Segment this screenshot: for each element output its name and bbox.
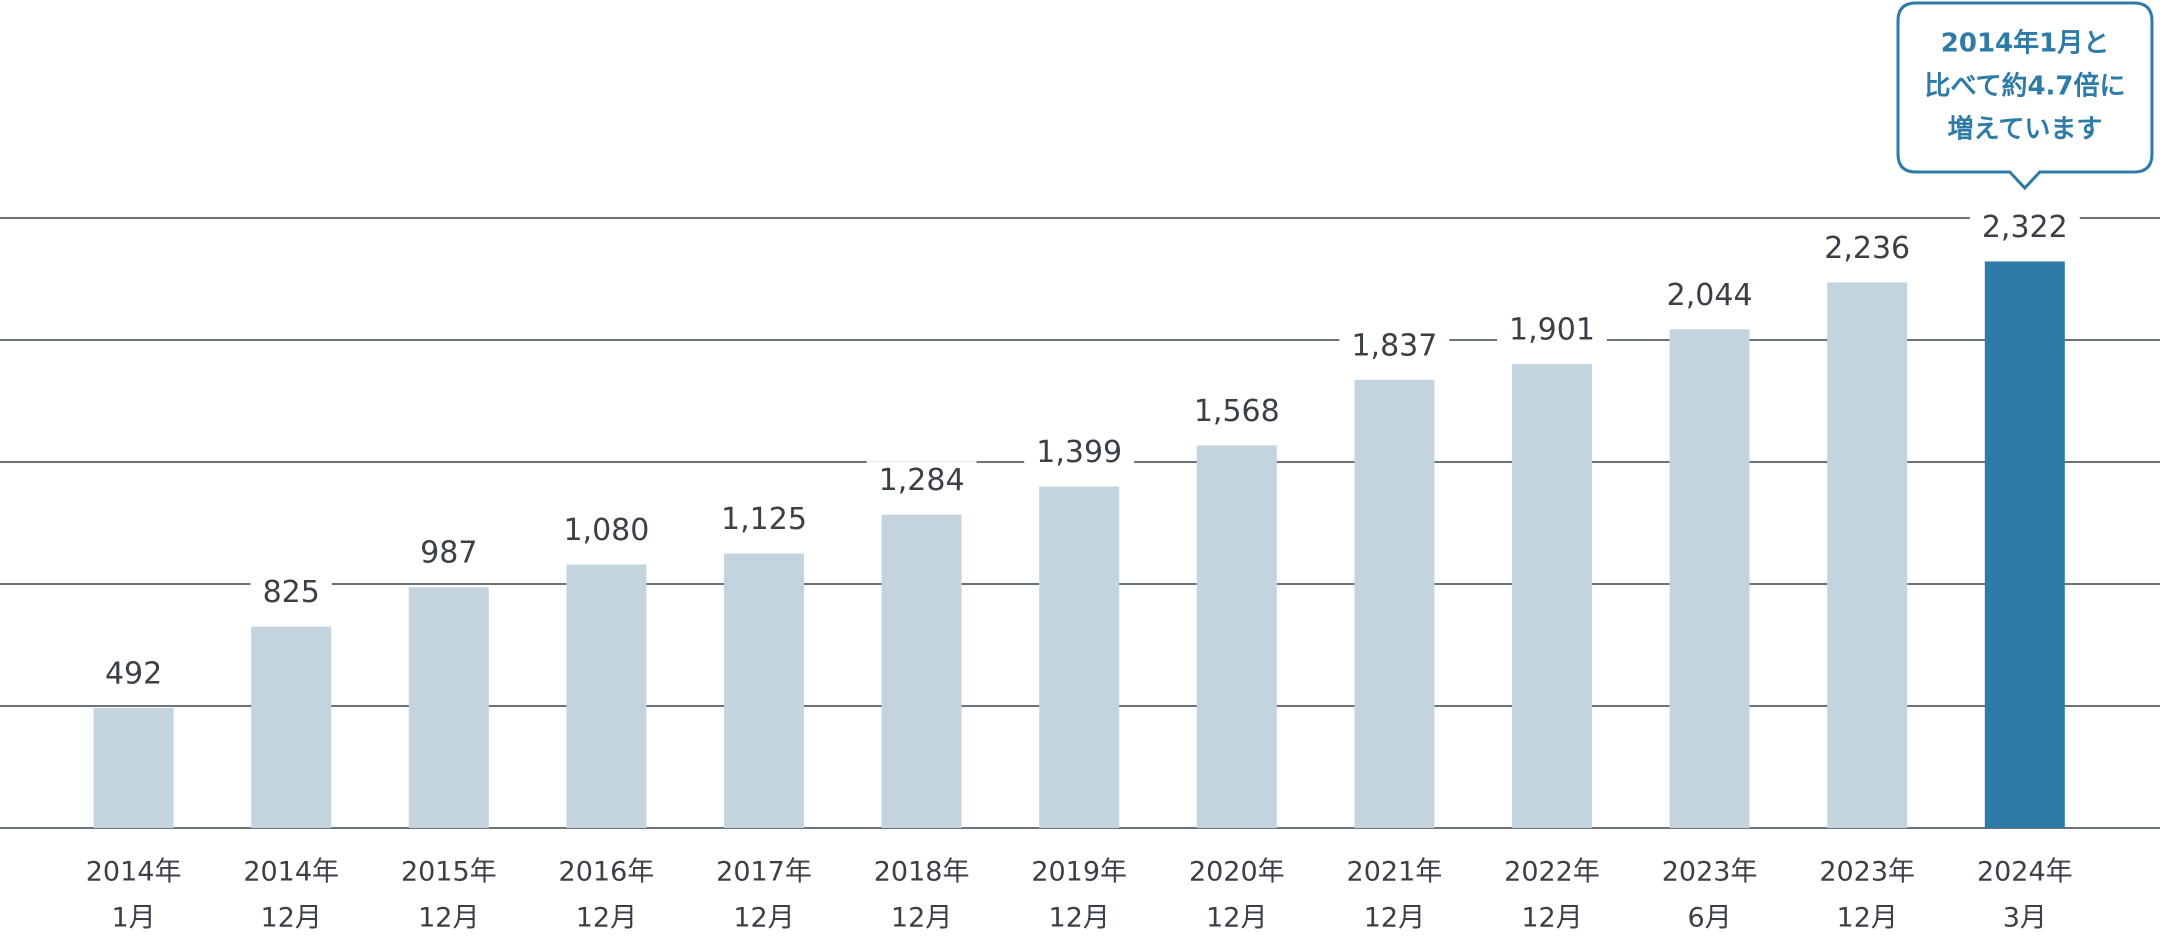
- label-background: [1339, 326, 1450, 366]
- label-background: [866, 461, 977, 501]
- bar: [408, 587, 489, 828]
- bar: [566, 564, 647, 828]
- label-background: [1969, 207, 2080, 247]
- value-label: 2,322: [1982, 210, 2068, 245]
- x-tick-label: 3月: [2003, 903, 2047, 934]
- label-background: [92, 654, 175, 694]
- x-tick-label: 2023年: [1819, 857, 1915, 888]
- bar: [1196, 445, 1277, 828]
- x-tick-label: 2023年: [1662, 857, 1758, 888]
- x-tick-label: 2018年: [874, 857, 970, 888]
- x-tick-label: 2014年: [86, 857, 182, 888]
- x-tick-label: 12月: [261, 903, 322, 934]
- x-tick-label: 2022年: [1504, 857, 1600, 888]
- bar: [1827, 282, 1908, 828]
- label-background: [1024, 433, 1135, 473]
- callout-text: 比べて約4.7倍に: [1924, 71, 2125, 102]
- x-tick-label: 12月: [1837, 903, 1898, 934]
- value-label: 987: [420, 536, 477, 571]
- value-label: 2,236: [1824, 231, 1910, 266]
- x-tick-label: 2016年: [559, 857, 655, 888]
- label-background: [250, 573, 332, 613]
- value-label: 492: [105, 656, 162, 691]
- x-tick-label: 12月: [576, 903, 637, 934]
- label-background: [551, 510, 662, 550]
- x-tick-label: 6月: [1688, 903, 1732, 934]
- value-label: 825: [263, 575, 320, 610]
- label-background: [709, 500, 819, 539]
- label-background: [1497, 310, 1607, 350]
- bar: [1669, 329, 1750, 828]
- x-tick-label: 12月: [891, 903, 952, 934]
- bar: [93, 707, 174, 828]
- value-label: 1,399: [1036, 435, 1122, 470]
- value-label: 1,080: [563, 513, 649, 548]
- value-label: 1,125: [721, 502, 807, 537]
- bar: [724, 553, 804, 828]
- label-background: [1812, 228, 1923, 268]
- value-label: 1,901: [1509, 313, 1595, 348]
- x-tick-label: 12月: [1521, 903, 1582, 934]
- value-label: 1,568: [1194, 394, 1280, 429]
- x-tick-label: 12月: [1206, 903, 1267, 934]
- callout-box: [1896, 1, 2154, 191]
- label-background: [408, 533, 490, 573]
- bar: [881, 514, 962, 828]
- callout-text: 増えています: [1948, 115, 2103, 145]
- x-tick-label: 2020年: [1189, 857, 1285, 888]
- x-tick-label: 2017年: [716, 857, 812, 888]
- x-tick-label: 2014年: [243, 857, 339, 888]
- value-label: 1,284: [879, 463, 965, 498]
- x-tick-label: 12月: [418, 903, 479, 934]
- x-tick-label: 12月: [733, 903, 794, 934]
- x-tick-label: 2019年: [1031, 857, 1127, 888]
- bar: [1354, 379, 1435, 828]
- bar: [1039, 486, 1120, 828]
- callout-text: 2014年1月と: [1941, 28, 2109, 59]
- x-tick-label: 12月: [1049, 903, 1110, 934]
- value-label: 1,837: [1351, 328, 1437, 363]
- x-tick-label: 2021年: [1347, 857, 1443, 888]
- x-tick-label: 1月: [112, 903, 156, 934]
- x-tick-label: 2015年: [401, 857, 497, 888]
- bar: [1512, 364, 1592, 828]
- label-background: [1181, 391, 1292, 431]
- bar: [1984, 261, 2065, 828]
- x-tick-label: 12月: [1364, 903, 1425, 934]
- value-label: 2,044: [1667, 278, 1753, 313]
- bar: [251, 626, 332, 828]
- label-background: [1654, 275, 1765, 315]
- x-tick-label: 2024年: [1977, 857, 2073, 888]
